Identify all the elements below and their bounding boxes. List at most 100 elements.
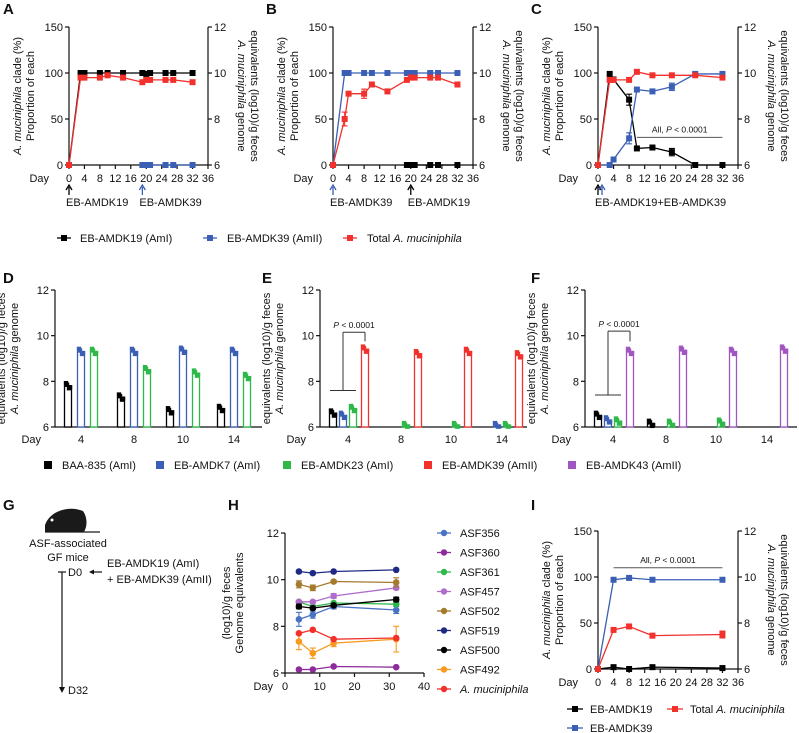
legend-marker	[572, 725, 578, 731]
data-point	[130, 348, 136, 353]
panel-label-B: B	[266, 1, 277, 18]
series-total-a-muciniphila	[595, 68, 726, 168]
arrow-head-icon	[407, 183, 415, 191]
data-point	[649, 576, 656, 583]
data-point	[626, 348, 632, 353]
inoculation-label: EB-AMDK19	[408, 197, 470, 209]
y2-axis-title: A. muciniphila genome	[765, 39, 777, 151]
data-point	[309, 584, 317, 592]
data-point	[143, 162, 150, 168]
data-point	[496, 424, 502, 429]
bar	[593, 410, 603, 428]
data-point	[195, 372, 201, 377]
series-eb-amdk19-ami-	[66, 70, 196, 168]
series-line	[298, 638, 397, 654]
y-axis-title: Proportion of each	[25, 51, 37, 141]
bar-rect	[514, 354, 524, 428]
bar-rect	[678, 349, 688, 428]
x-tick-label: 12	[639, 677, 651, 689]
bar	[666, 418, 676, 429]
y-axis-title: Proportion of each	[289, 51, 301, 141]
series-line	[298, 605, 397, 620]
series-eb-amdk39-amii-	[330, 70, 461, 168]
y-tick-label: 6	[273, 668, 279, 680]
x-axis-label: Day	[558, 677, 578, 689]
data-point	[493, 422, 499, 427]
data-point	[719, 162, 726, 168]
y-tick-label: 10	[567, 331, 579, 343]
arrow-head-icon	[329, 183, 337, 191]
legend-label: BAA-835 (AmI)	[62, 460, 136, 472]
data-point	[506, 424, 512, 429]
x-tick-label: 20	[140, 173, 152, 185]
legend-label: EB-AMDK7 (AmI)	[174, 460, 260, 472]
bar	[646, 418, 656, 429]
data-point	[649, 72, 656, 79]
series-line	[597, 625, 723, 670]
data-point	[595, 162, 601, 168]
series-eb-amdk39-amii-	[139, 162, 196, 168]
data-point	[503, 422, 509, 427]
data-point	[80, 350, 86, 356]
legend-label: ASF356	[460, 528, 500, 540]
y-axis-title: equivalents (log10)/g feces	[0, 292, 8, 424]
y-tick-label: 10	[37, 331, 49, 343]
legend-marker	[440, 646, 448, 654]
y2-axis-title: equivalents (log10)/g feces	[248, 30, 260, 162]
y2-tick-label: 10	[479, 68, 491, 80]
series-eb-amdk19-ami-	[403, 162, 461, 168]
data-point	[170, 76, 177, 83]
data-point	[330, 592, 337, 600]
data-point	[81, 74, 88, 81]
data-point	[230, 348, 236, 353]
legend-marker	[61, 235, 67, 241]
series-eb-amdk39-amii-	[595, 70, 726, 168]
bar	[613, 416, 623, 428]
bar	[242, 371, 252, 428]
x-tick-label: 30	[383, 681, 395, 693]
data-point	[719, 70, 726, 77]
data-point	[411, 74, 418, 81]
x-tick-label: 4	[610, 434, 616, 446]
data-point	[120, 70, 127, 76]
bar	[216, 403, 226, 428]
data-point	[339, 412, 345, 417]
legend-marker	[440, 529, 448, 537]
data-point	[243, 373, 249, 378]
series-a-muciniphila	[295, 626, 400, 643]
panel-label-I: I	[531, 497, 535, 514]
legend-label: EB-AMDK39	[590, 723, 652, 733]
y2-tick-label: 12	[744, 22, 756, 34]
data-point	[330, 578, 337, 585]
legend-h: ASF356 ASF360 ASF361 ASF457 ASF502 ASF519 ASF5…	[437, 528, 528, 696]
data-point	[668, 149, 675, 156]
treatment-arrow-head-icon	[89, 569, 94, 575]
x-tick-label: 12	[109, 173, 121, 185]
legend-marker	[440, 549, 448, 556]
y-tick-label: 8	[308, 376, 314, 388]
data-point	[692, 72, 699, 79]
bar-rect	[76, 350, 86, 428]
y-tick-label: 8	[273, 621, 279, 633]
data-point	[179, 347, 185, 352]
data-point	[295, 568, 303, 575]
x-tick-label: 10	[314, 681, 326, 693]
data-point	[147, 162, 154, 168]
x-tick-label: 10	[445, 434, 457, 446]
series-line	[598, 73, 723, 166]
data-point	[649, 88, 656, 95]
x-tick-label: 0	[66, 173, 72, 185]
data-point	[329, 409, 335, 415]
series-line	[298, 601, 397, 608]
y2-axis-title: A. muciniphila genome	[235, 39, 247, 151]
data-point	[626, 135, 633, 142]
panel-label-D: D	[3, 270, 14, 287]
data-point	[368, 81, 375, 88]
x-tick-label: 16	[654, 677, 666, 689]
data-point	[349, 405, 355, 410]
data-point	[392, 584, 400, 592]
data-point	[392, 606, 400, 614]
mouse-label: ASF-associated	[29, 538, 107, 550]
legend-label: A. muciniphila	[459, 684, 528, 696]
